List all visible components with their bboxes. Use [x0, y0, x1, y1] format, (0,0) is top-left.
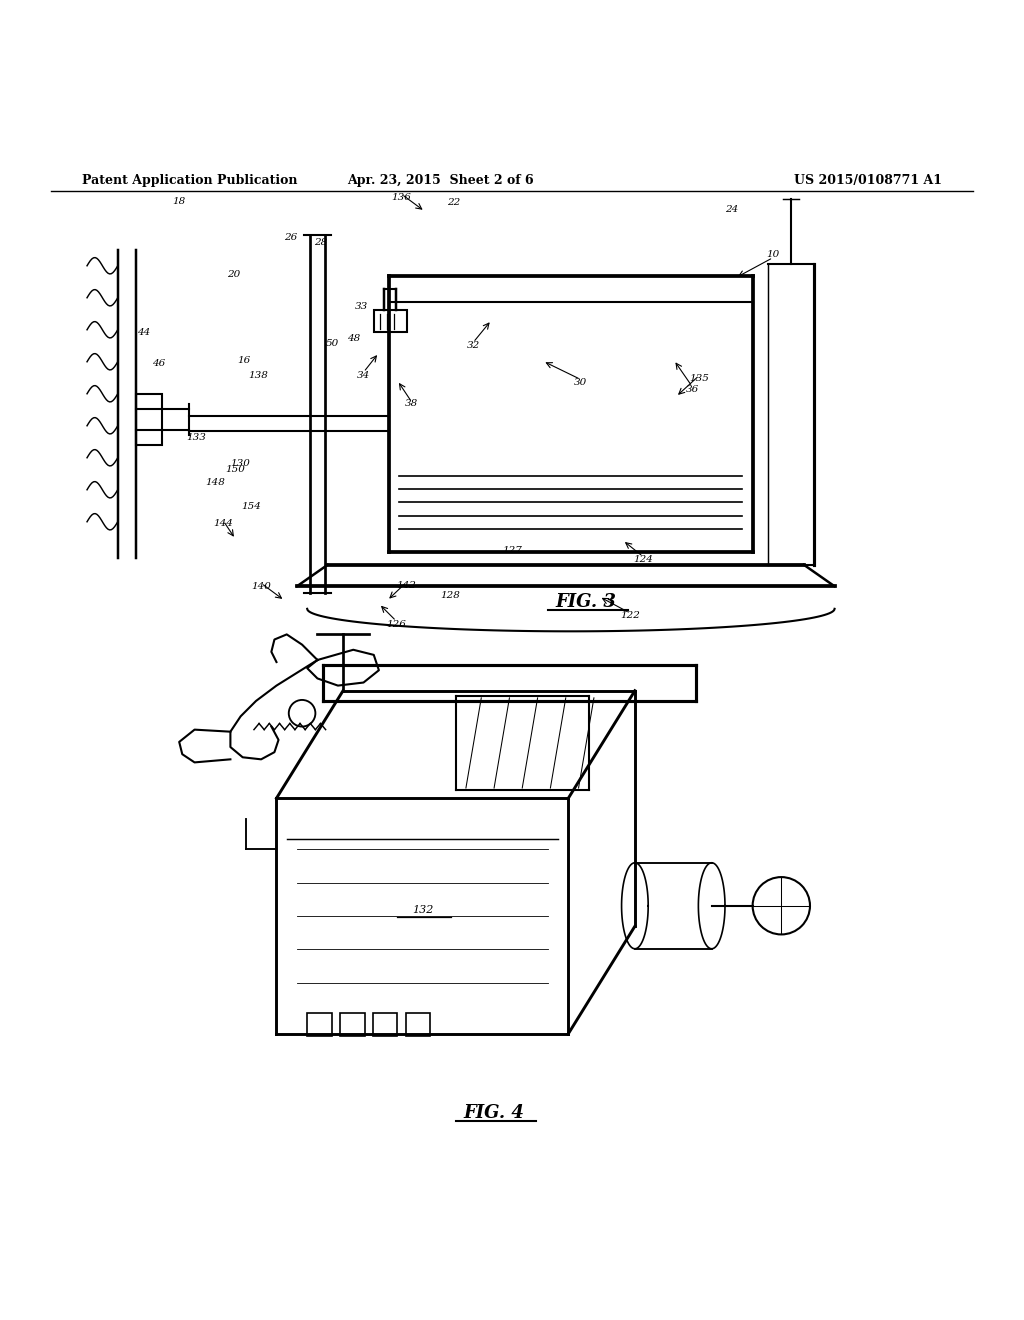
Text: FIG. 4: FIG. 4 [463, 1104, 524, 1122]
Text: 50: 50 [327, 339, 339, 348]
Text: 128: 128 [440, 591, 461, 601]
Text: 133: 133 [186, 433, 207, 442]
Text: 44: 44 [137, 327, 150, 337]
Text: 38: 38 [406, 400, 418, 408]
Text: 126: 126 [386, 619, 407, 628]
Text: 142: 142 [396, 581, 417, 590]
Text: 138: 138 [248, 371, 268, 380]
Text: 18: 18 [173, 197, 185, 206]
Bar [307, 1014, 332, 1036]
Text: 130: 130 [230, 459, 251, 467]
Text: 140: 140 [251, 582, 271, 591]
Text: 122: 122 [620, 611, 640, 620]
Text: 46: 46 [153, 359, 165, 367]
Text: FIG. 3: FIG. 3 [555, 593, 616, 611]
Text: 132: 132 [413, 904, 433, 915]
Text: 36: 36 [686, 385, 698, 395]
Text: Apr. 23, 2015  Sheet 2 of 6: Apr. 23, 2015 Sheet 2 of 6 [347, 174, 534, 186]
Bar [373, 1014, 397, 1036]
Bar [374, 310, 407, 333]
Text: 144: 144 [213, 519, 233, 528]
Bar [340, 1014, 365, 1036]
Text: 24: 24 [726, 205, 738, 214]
Text: 124: 124 [633, 556, 653, 564]
Text: 135: 135 [689, 374, 710, 383]
Text: Patent Application Publication: Patent Application Publication [82, 174, 297, 186]
Text: 22: 22 [447, 198, 460, 207]
Text: 28: 28 [314, 238, 327, 247]
Text: 10: 10 [767, 249, 779, 259]
Text: 26: 26 [285, 232, 297, 242]
Bar [406, 1014, 430, 1036]
Text: 48: 48 [347, 334, 359, 343]
Text: 150: 150 [225, 465, 246, 474]
Text: 148: 148 [205, 478, 225, 487]
Text: 16: 16 [238, 356, 250, 366]
Text: 32: 32 [467, 341, 479, 350]
Text: 136: 136 [391, 193, 412, 202]
Text: 33: 33 [355, 302, 368, 312]
Text: 127: 127 [502, 546, 522, 554]
Text: 154: 154 [241, 502, 261, 511]
Text: 20: 20 [227, 271, 240, 280]
Text: 30: 30 [574, 378, 587, 387]
Text: 34: 34 [357, 371, 370, 380]
Text: US 2015/0108771 A1: US 2015/0108771 A1 [794, 174, 942, 186]
Bar [136, 393, 162, 445]
